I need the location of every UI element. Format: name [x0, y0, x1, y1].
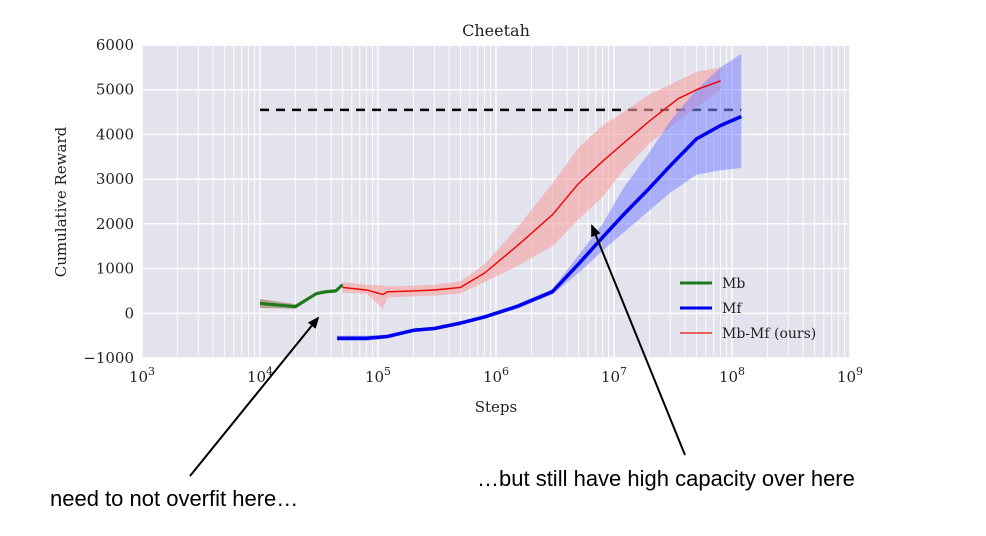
y-tick-label: −1000 — [83, 349, 134, 367]
band-mb-mf-ours — [342, 67, 721, 309]
x-tick-label: 107 — [601, 365, 627, 386]
x-tick-label: 106 — [483, 365, 509, 386]
y-tick-label: 5000 — [96, 81, 134, 99]
y-tick-label: 3000 — [96, 170, 134, 188]
left-annotation-arrow — [189, 316, 320, 477]
x-tick-label: 109 — [837, 365, 863, 386]
y-axis-label: Cumulative Reward — [52, 126, 70, 277]
legend-label-mf: Mf — [722, 301, 743, 317]
y-tick-label: 0 — [124, 304, 134, 322]
band-mf — [337, 53, 742, 342]
line-mf — [337, 114, 742, 341]
chart-title: Cheetah — [462, 21, 530, 40]
right-annotation: …but still have high capacity over here — [477, 466, 855, 491]
x-tick-label: 103 — [129, 365, 155, 386]
right-annotation-arrow — [591, 224, 686, 456]
y-tick-label: 4000 — [96, 125, 134, 143]
x-axis-label: Steps — [475, 398, 517, 416]
legend-label-mb: Mb — [722, 276, 745, 292]
x-tick-label: 104 — [247, 365, 273, 386]
x-tick-label: 108 — [719, 365, 745, 386]
left-annotation: need to not overfit here… — [50, 486, 299, 511]
confidence-bands — [260, 53, 742, 342]
x-tick-label: 105 — [365, 365, 391, 386]
line-mb-mf-ours — [342, 80, 721, 296]
tick-labels: −1000 0 1000 2000 3000 4000 5000 6000 103 104 105 1… — [83, 36, 863, 386]
line-mb — [259, 283, 344, 309]
y-tick-label: 1000 — [96, 260, 134, 278]
y-tick-label: 2000 — [96, 215, 134, 233]
legend: Mb Mf Mb-Mf (ours) — [680, 276, 816, 342]
band-mb — [260, 282, 343, 309]
y-tick-label: 6000 — [96, 36, 134, 54]
legend-label-mbmf: Mb-Mf (ours) — [722, 326, 816, 342]
series-lines — [259, 80, 742, 341]
